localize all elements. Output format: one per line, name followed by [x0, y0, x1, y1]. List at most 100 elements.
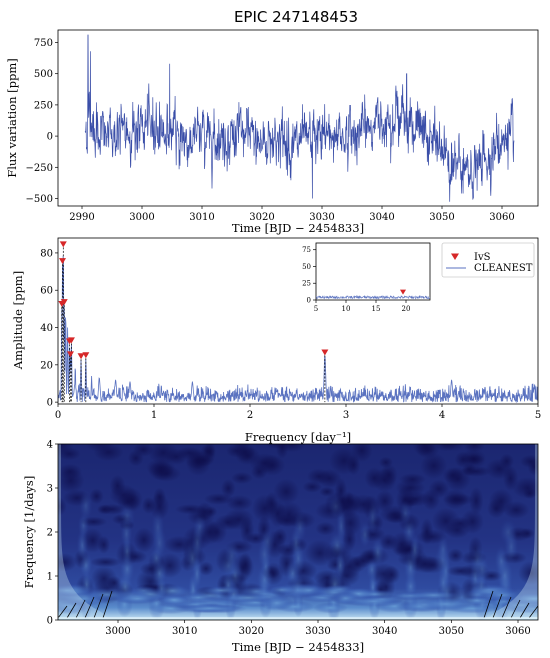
wavelet-dark-cell — [133, 527, 155, 553]
wavelet-bright-streak — [499, 518, 518, 546]
wavelet-dark-cell — [58, 553, 78, 572]
wavelet-dark-cell — [273, 478, 300, 505]
wavelet-low-band — [418, 596, 473, 612]
wavelet-dark-cell — [502, 501, 530, 519]
lightcurve-xlabel: Time [BJD − 2454833] — [232, 221, 364, 235]
wavelet-bright-streak — [193, 512, 207, 543]
wavelet-low-band — [313, 602, 348, 614]
wavelet-dark-cell — [399, 473, 426, 486]
legend-cleanest-label: CLEANEST — [474, 263, 533, 274]
lightcurve-ylabel: Flux variation [ppm] — [5, 58, 19, 177]
coi-hatch — [102, 590, 113, 619]
wavelet-bright-streak — [259, 527, 276, 556]
wavelet-heatmap — [58, 444, 538, 620]
y-tick-label: 25 — [302, 280, 311, 288]
coi-hatch — [84, 596, 95, 619]
wavelet-dark-cell — [444, 521, 471, 539]
wavelet-dark-cell — [518, 561, 538, 585]
periodogram-xlabel: Frequency [day⁻¹] — [245, 430, 351, 444]
wavelet-low-band — [343, 595, 403, 608]
inset-ivs-marker — [400, 289, 406, 295]
periodogram-panel: 0 1 2 3 4 5 0 20 40 60 80 Frequency [day⁻¹] Ampli… — [11, 237, 541, 444]
ivs-marker — [66, 351, 74, 358]
periodogram-y-ticks: 0 20 40 60 80 — [40, 248, 58, 409]
wavelet-dark-cell — [203, 493, 234, 505]
figure-title: EPIC 247148453 — [234, 8, 358, 26]
wavelet-bright-streak — [119, 553, 136, 585]
wavelet-dark-cell — [200, 444, 216, 460]
wavelet-dark-cell — [141, 496, 156, 514]
x-tick-label: 3060 — [505, 626, 530, 637]
y-tick-label: 0 — [307, 296, 311, 304]
y-tick-label: 1 — [47, 572, 53, 583]
coi-hatch — [58, 605, 68, 619]
periodogram-frame — [57, 237, 539, 405]
wavelet-dark-cell — [109, 474, 126, 497]
wavelet-dark-cell — [512, 477, 538, 499]
x-tick-label: 3000 — [105, 626, 130, 637]
x-tick-label: 3040 — [372, 626, 397, 637]
periodogram-ylabel: Amplitude [ppm] — [11, 271, 25, 370]
wavelet-dark-cell — [347, 555, 367, 573]
wavelet-bright-streak — [151, 508, 165, 546]
wavelet-dark-cell — [58, 444, 74, 456]
wavelet-dark-cell — [519, 527, 535, 539]
wavelet-dark-cell — [433, 444, 459, 452]
coi-hatch — [66, 602, 77, 619]
wavelet-low-band — [259, 595, 294, 611]
wavelet-dark-cell — [364, 467, 384, 489]
wavelet-low-band — [58, 600, 90, 615]
wavelet-bright-streak — [469, 540, 486, 580]
wavelet-dark-cell — [231, 472, 253, 485]
wavelet-bright-streak — [118, 503, 136, 529]
wavelet-dark-cell — [420, 452, 448, 479]
wavelet-dark-cell — [445, 466, 471, 492]
wavelet-bright-streak — [79, 490, 93, 522]
ivs-marker — [82, 352, 90, 359]
coi-hatch — [519, 602, 530, 619]
wavelet-dark-cell — [89, 488, 104, 505]
y-tick-label: 0 — [47, 398, 53, 409]
x-tick-label: 3060 — [489, 212, 514, 223]
y-tick-label: 20 — [40, 360, 53, 371]
lightcurve-trace — [84, 34, 515, 202]
wavelet-dark-cell — [251, 464, 268, 480]
wavelet-dark-cell — [235, 446, 261, 465]
x-tick-label: 3010 — [189, 212, 214, 223]
y-tick-label: −250 — [26, 163, 53, 174]
wavelet-dark-cell — [220, 479, 236, 498]
wavelet-low-band — [84, 587, 130, 602]
y-tick-label: 50 — [302, 263, 311, 271]
wavelet-dark-cell — [527, 458, 538, 476]
inset-y-ticks: 0 25 50 75 — [302, 246, 316, 304]
periodogram-inset: 5 10 15 20 0 25 50 75 — [302, 242, 431, 313]
wavelet-low-band — [158, 594, 190, 605]
ivs-marker — [67, 337, 75, 344]
x-tick-label: 3010 — [172, 626, 197, 637]
wavelet-dark-cell — [133, 444, 154, 457]
wavelet-dark-cell — [251, 494, 278, 523]
coi-hatch — [501, 596, 512, 619]
y-tick-label: 250 — [34, 100, 53, 111]
wavelet-dark-cell — [415, 444, 440, 459]
y-tick-label: 4 — [47, 440, 53, 451]
x-tick-label: 3050 — [439, 626, 464, 637]
ivs-marker — [321, 349, 329, 356]
y-tick-label: 80 — [40, 248, 53, 259]
y-tick-label: 0 — [47, 132, 53, 143]
x-tick-label: 3000 — [129, 212, 154, 223]
wavelet-dark-cell — [317, 468, 342, 488]
wavelet-bright-streak — [367, 498, 379, 536]
wavelet-bright-streak — [224, 539, 240, 573]
coi-hatch — [483, 590, 494, 619]
y-tick-label: 500 — [34, 69, 53, 80]
wavelet-dark-cell — [151, 465, 182, 482]
x-tick-label: 15 — [372, 305, 381, 313]
inset-x-ticks: 5 10 15 20 — [314, 300, 410, 313]
wavelet-dark-cell — [93, 444, 124, 462]
coi-hatch — [510, 599, 521, 619]
inset-cleanest-line — [316, 294, 431, 300]
inset-trace — [316, 289, 431, 300]
wavelet-bright-streak — [399, 500, 412, 527]
